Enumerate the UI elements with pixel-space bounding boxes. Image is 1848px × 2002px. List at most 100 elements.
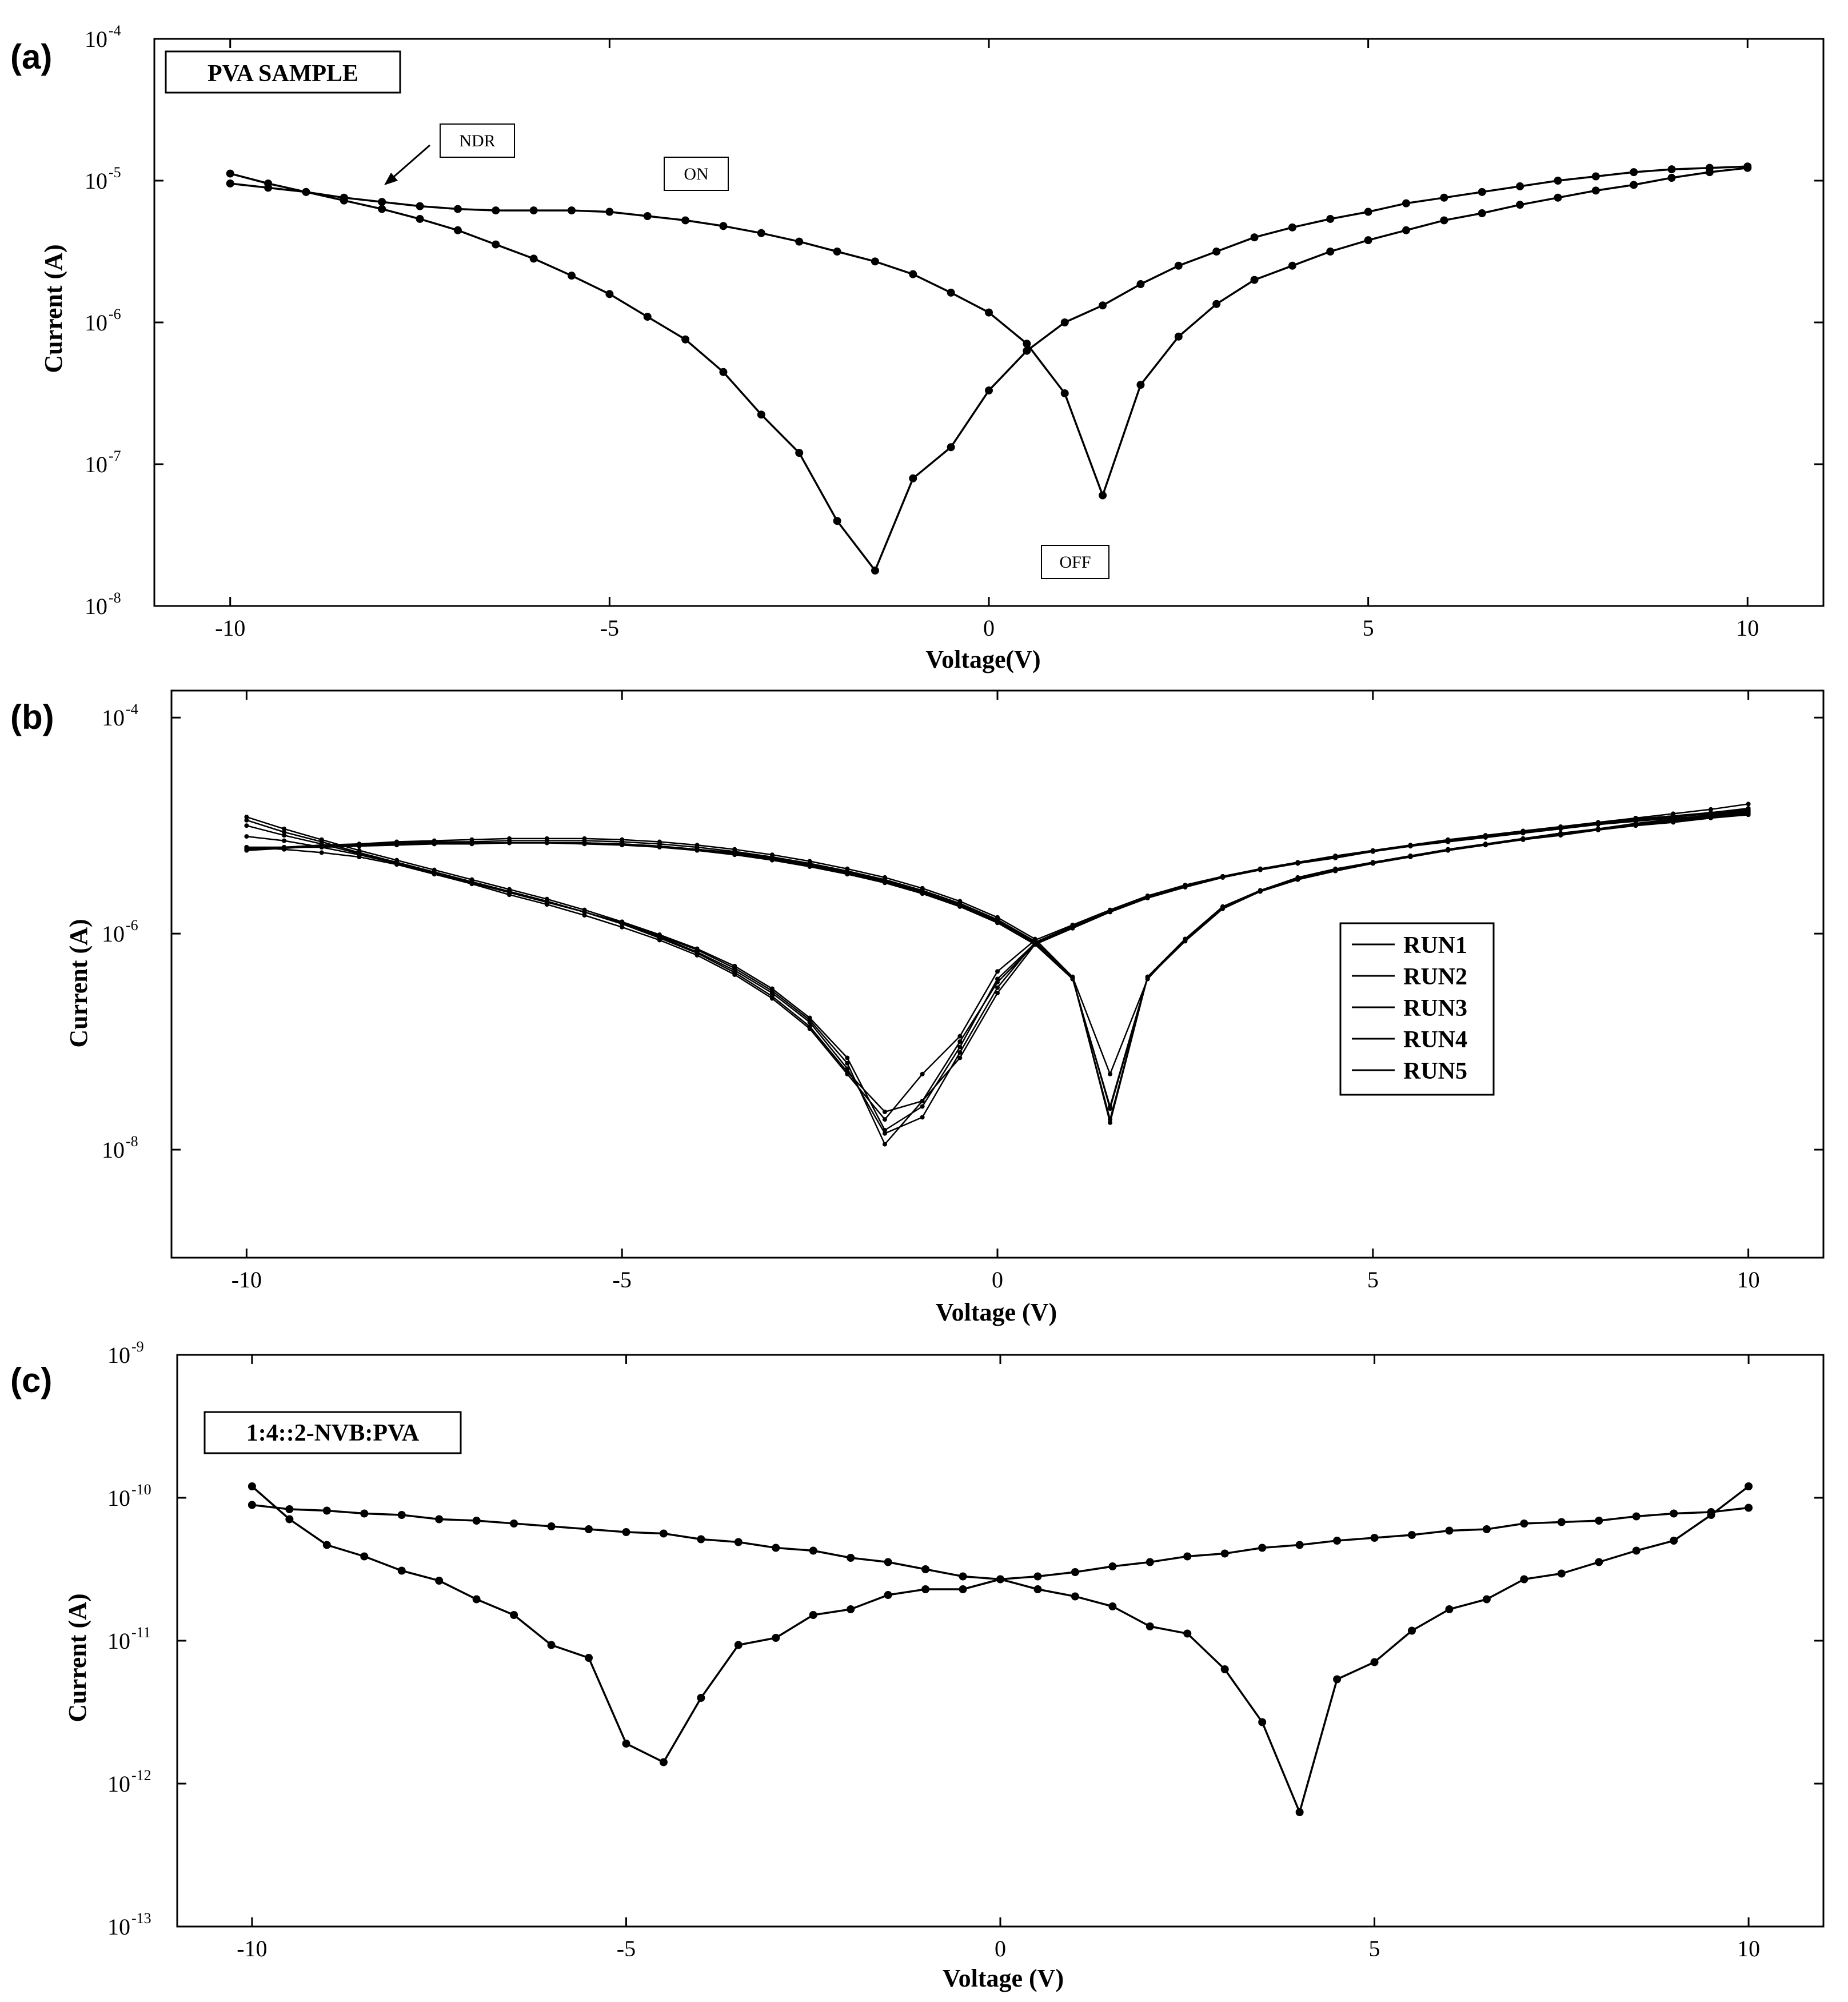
panel-b-data-point <box>469 840 474 846</box>
panel-b-data-point <box>807 863 812 868</box>
panel-b-data-point <box>1558 825 1563 830</box>
panel-b-data-point <box>544 902 549 907</box>
panel-a-data-point <box>947 443 955 452</box>
panel-a-data-point <box>226 179 234 188</box>
panel-b-data-point <box>620 842 625 847</box>
panel-b-data-point <box>1108 1071 1113 1076</box>
panel-b-data-point <box>1520 829 1526 835</box>
panel-c-data-point <box>472 1517 481 1525</box>
panel-b-data-point <box>1520 837 1526 842</box>
panel-b-data-point <box>657 932 662 938</box>
panel-c-data-point <box>1557 1518 1566 1526</box>
panel-b-ylabel: Current (A) <box>65 919 93 1047</box>
panel-b-data-point <box>1671 815 1676 820</box>
panel-c-data-point <box>285 1505 294 1513</box>
panel-b-xtick-label: -5 <box>613 1267 632 1293</box>
panel-a-data-point <box>1288 223 1296 232</box>
panel-a-data-point <box>681 335 690 344</box>
panel-c-data-point <box>1670 1509 1678 1518</box>
panel-c-data-point <box>1370 1534 1379 1542</box>
panel-b-data-point <box>995 976 1000 982</box>
panel-c-data-point <box>1557 1569 1566 1578</box>
panel-a-data-point <box>1136 280 1145 289</box>
panel-b-data-point <box>920 1115 925 1120</box>
panel-b-data-point <box>469 879 474 884</box>
panel-c-data-point <box>1520 1575 1528 1584</box>
legend-box <box>1339 922 1495 1096</box>
panel-b-data-point <box>1595 827 1600 832</box>
on-annotation-box <box>664 157 729 191</box>
panel-c-data-point <box>734 1538 743 1546</box>
panel-a-data-point <box>1591 172 1600 181</box>
on-annotation: ON <box>684 165 708 184</box>
panel-b-data-point <box>882 1142 887 1147</box>
panel-c-data-point <box>1220 1549 1229 1558</box>
panel-b-data-point <box>957 1055 963 1060</box>
panel-a-data-point <box>605 208 614 216</box>
panel-a-data-point <box>1060 389 1069 397</box>
panel-a-data-point <box>947 288 955 297</box>
panel-b-ytick-label: 10 <box>102 921 125 947</box>
panel-c-data-point <box>397 1511 406 1519</box>
panel-a-data-point <box>1250 233 1259 242</box>
panel-c-data-point <box>1632 1512 1641 1521</box>
panel-b-ytick-exponent: -8 <box>126 1133 138 1150</box>
panel-b-data-point <box>1708 811 1713 816</box>
panel-b-data-point <box>1408 844 1413 849</box>
panel-b-data-point <box>1070 926 1075 931</box>
panel-c-data-point <box>996 1575 1004 1584</box>
panel-b-data-point <box>1032 941 1037 946</box>
panel-a-sample-label: PVA SAMPLE <box>207 61 358 87</box>
panel-a-xtick-label: -10 <box>215 615 245 641</box>
panel-a-data-point <box>1326 248 1335 256</box>
panel-a-data-point <box>1212 248 1221 256</box>
panel-c-data-point <box>547 1522 556 1530</box>
panel-c-ytick-exponent: -10 <box>131 1481 151 1498</box>
panel-a-data-point <box>1478 188 1486 196</box>
ndr-arrow-head <box>384 173 398 185</box>
panel-b-data-point <box>807 1024 812 1029</box>
panel-a-sample-box <box>165 50 401 94</box>
legend-label-run4: RUN4 <box>1403 1027 1467 1053</box>
panel-b-data-point <box>1183 884 1188 890</box>
panel-c-sample-label: 1:4::2-NVB:PVA <box>246 1420 420 1446</box>
panel-a-ytick-label: 10 <box>85 310 107 336</box>
panel-a-data-point <box>795 237 804 246</box>
panel-b-data-point <box>1633 823 1638 828</box>
panel-a-data-point <box>1705 168 1714 177</box>
panel-b-data-point <box>244 846 249 851</box>
panel-c-ytick-label: 10 <box>107 1342 130 1368</box>
panel-b-ytick-label: 10 <box>102 1137 125 1163</box>
panel-a-data-point <box>1667 174 1676 182</box>
panel-b-data-point <box>845 1060 850 1066</box>
panel-c-data-point <box>1745 1504 1753 1512</box>
panel-c-data-point <box>510 1611 518 1619</box>
panel-b-data-point <box>732 970 737 975</box>
panel-c-data-point <box>397 1566 406 1575</box>
panel-c-data-point <box>1295 1541 1304 1549</box>
panel-b-data-point <box>244 823 249 828</box>
panel-b-data-point <box>845 1055 850 1060</box>
panel-b-data-point <box>319 850 324 855</box>
panel-c-xtick-label: 5 <box>1369 1936 1380 1961</box>
panel-c-ytick-exponent: -13 <box>131 1910 151 1927</box>
panel-c-data-point <box>1333 1675 1342 1684</box>
panel-c-data-point <box>1071 1592 1079 1601</box>
panel-b-ytick-exponent: -6 <box>126 917 138 934</box>
panel-b-data-point <box>1295 877 1300 882</box>
panel-a-xlabel: Voltage(V) <box>925 645 1040 673</box>
panel-c-data-point <box>1482 1595 1491 1604</box>
panel-b-data-point <box>807 1020 812 1025</box>
panel-a-data-point <box>871 257 879 266</box>
panel-c-data-point <box>697 1535 705 1544</box>
panel-b-data-point <box>995 919 1000 924</box>
panel-c-data-point <box>884 1558 892 1566</box>
panel-a-data-point <box>1099 301 1107 310</box>
panel-b-data-point <box>769 986 775 991</box>
panel-c-data-point <box>847 1605 855 1613</box>
panel-c-label: (c) <box>10 1361 52 1399</box>
panel-c-data-point <box>1408 1626 1416 1635</box>
panel-a-data-point <box>492 240 500 249</box>
